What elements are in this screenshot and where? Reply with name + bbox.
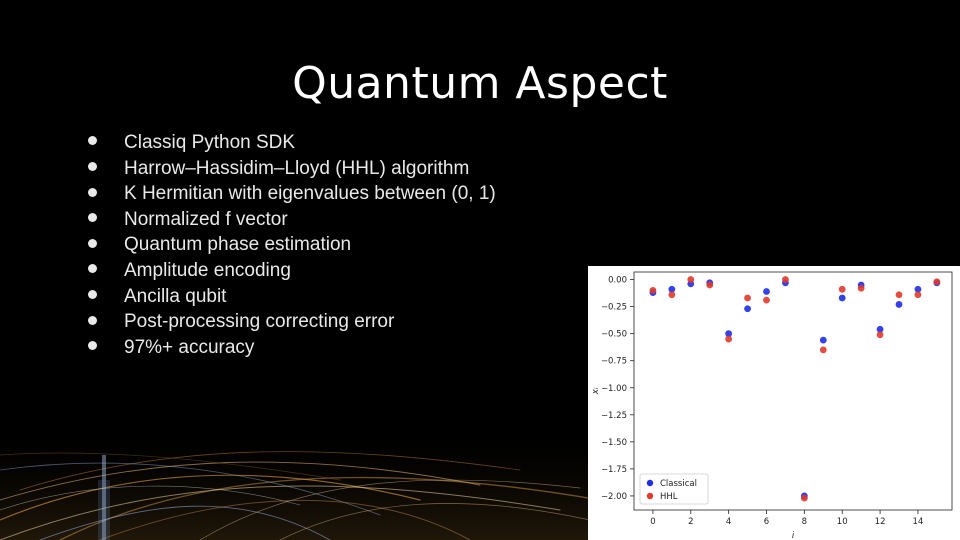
scatter-chart: 0 2 4 6 8 10 12 14 0.00 −0.25 −0.50 −0.75 −1.00 −1.25… [591,271,953,540]
bullet-text: Amplitude encoding [124,259,291,281]
data-point-hhl [668,291,676,299]
legend-marker [646,479,654,487]
data-point-classical [668,285,676,293]
bullet-text: Normalized f vector [124,208,288,230]
bullet-text: Ancilla qubit [124,285,227,307]
bullet-text: Quantum phase estimation [124,234,352,256]
x-tick-label: 8 [802,517,807,527]
bullet-item: Ancilla qubit [88,284,496,310]
y-tick-label: 0.00 [608,276,627,286]
y-tick-label: −0.50 [601,330,627,340]
y-tick-label: −1.00 [601,384,627,394]
y-tick-label: −0.25 [601,303,627,313]
y-axis-label: xᵢ [591,387,601,395]
bullet-item: Quantum phase estimation [88,232,496,258]
x-tick-label: 10 [837,517,848,527]
bullet-dot-icon [88,136,97,146]
x-tick-label: 12 [875,517,886,527]
bullet-text: Harrow–Hassidim–Lloyd (HHL) algorithm [124,157,470,179]
legend-marker [646,492,654,500]
y-tick-label: −1.75 [601,465,627,475]
x-axis-label: i [792,531,795,540]
scatter-chart-panel: 0 2 4 6 8 10 12 14 0.00 −0.25 −0.50 −0.75 −1.00 −1.25… [588,266,960,540]
bullet-item: Amplitude encoding [88,258,496,284]
data-point-classical [838,294,846,302]
bullet-text: Classiq Python SDK [124,132,296,153]
y-tick-label: −0.75 [601,357,627,367]
bullet-dot-icon [88,264,97,274]
data-point-classical [876,325,884,333]
bullet-text: 97%+ accuracy [124,336,255,358]
bullet-dot-icon [88,162,97,172]
bullet-text: Post-processing correcting error [124,311,395,333]
y-tick-label: −2.00 [601,492,627,502]
bullet-dot-icon [88,315,97,325]
data-point-hhl [782,276,789,283]
legend-label: HHL [660,492,678,502]
x-tick-label: 4 [726,517,731,527]
x-tick-label: 14 [913,517,924,527]
y-tick-label: −1.25 [601,411,627,421]
x-tick-label: 0 [650,517,655,527]
bullet-dot-icon [88,187,97,197]
data-point-hhl [649,286,657,294]
data-point-hhl [933,278,941,286]
data-point-hhl [838,285,846,293]
data-point-hhl [857,284,865,292]
data-point-hhl [763,296,770,304]
data-point-classical [819,336,827,344]
bullet-item: Normalized f vector [88,207,496,233]
data-point-hhl [800,494,808,502]
legend-box [639,473,709,505]
x-tick-label: 2 [688,517,693,527]
data-point-hhl [876,331,884,339]
data-point-hhl [744,294,751,302]
legend-label: Classical [660,479,697,489]
bullet-text: K Hermitian with eigenvalues between (0,… [124,183,496,205]
slide-title: Quantum Aspect [292,58,668,109]
data-point-hhl [914,291,922,299]
bullet-item: Harrow–Hassidim–Lloyd (HHL) algorithm [88,156,496,182]
data-point-hhl [706,281,714,289]
bullet-item: Post-processing correcting error [88,309,496,335]
data-point-classical [725,330,733,338]
data-point-hhl [687,276,695,283]
bullet-dot-icon [88,238,97,248]
y-tick-label: −1.50 [601,438,627,448]
data-point-classical [744,305,751,313]
bullet-dot-icon [88,290,97,300]
bullet-item: Classiq Python SDK [88,130,496,156]
bullet-dot-icon [88,213,97,223]
x-tick-label: 6 [764,517,769,527]
plot-frame [633,271,953,511]
bullet-item: K Hermitian with eigenvalues between (0,… [88,181,496,207]
data-point-classical [763,288,770,295]
bullet-list: Classiq Python SDK Harrow–Hassidim–Lloyd… [88,130,496,360]
data-point-classical [914,285,922,293]
bullet-item: 97%+ accuracy [88,335,496,361]
data-point-hhl [725,335,733,343]
data-point-hhl [895,291,903,299]
data-point-classical [895,301,903,308]
bullet-dot-icon [88,341,97,351]
data-point-hhl [819,346,827,354]
